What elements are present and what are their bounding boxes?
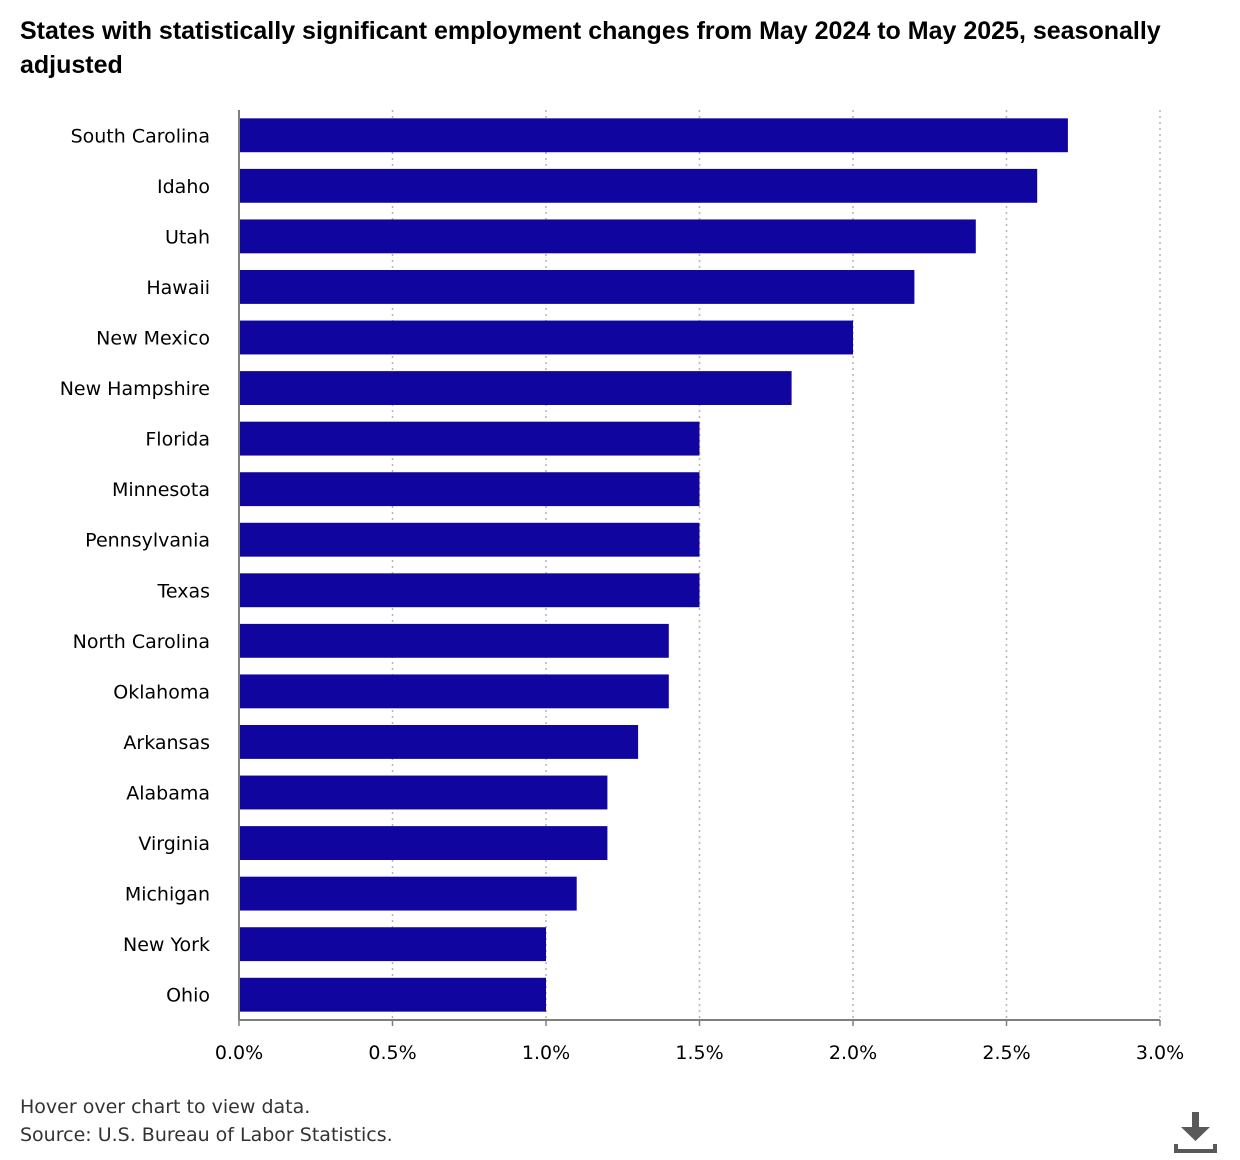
axes xyxy=(238,110,1161,1026)
x-tick-label: 1.0% xyxy=(522,1042,570,1064)
category-label: South Carolina xyxy=(71,125,210,147)
bar[interactable]: Minnesota: 1.5% xyxy=(239,472,700,507)
x-tick-labels: 0.0% 0.5% 1.0% 1.5% 2.0% 2.5% 3.0% xyxy=(215,1042,1184,1064)
bar[interactable]: Utah: 2.4% xyxy=(239,219,976,254)
category-label: Florida xyxy=(145,429,210,451)
download-icon xyxy=(1174,1112,1217,1153)
source-note: Source: U.S. Bureau of Labor Statistics. xyxy=(20,1124,393,1146)
category-labels: South Carolina Idaho Utah Hawaii New Mexico N… xyxy=(60,125,210,1006)
category-label: Oklahoma xyxy=(113,681,210,703)
x-tick-label: 2.5% xyxy=(982,1042,1030,1064)
bar[interactable]: South Carolina: 2.7% xyxy=(239,118,1068,153)
category-label: New Hampshire xyxy=(60,378,210,400)
bar[interactable]: Idaho: 2.6% xyxy=(239,168,1038,203)
download-button[interactable] xyxy=(1172,1110,1218,1156)
category-label: North Carolina xyxy=(73,631,210,653)
bar[interactable]: Pennsylvania: 1.5% xyxy=(239,522,700,557)
bar[interactable]: Ohio: 1.0% xyxy=(239,977,546,1012)
bar[interactable]: Arkansas: 1.3% xyxy=(239,725,639,759)
x-tick-label: 1.5% xyxy=(675,1042,723,1064)
bar[interactable]: Florida: 1.5% xyxy=(239,421,700,456)
category-label: New Mexico xyxy=(96,328,210,350)
category-label: Virginia xyxy=(138,833,210,855)
bar[interactable]: New York: 1.0% xyxy=(239,927,546,962)
category-label: Utah xyxy=(165,226,210,248)
bar[interactable]: Michigan: 1.1% xyxy=(239,876,577,911)
x-tick-label: 3.0% xyxy=(1136,1042,1184,1064)
bar[interactable]: Oklahoma: 1.4% xyxy=(239,674,669,709)
grid-lines xyxy=(391,110,1161,1020)
category-label: Hawaii xyxy=(146,277,210,299)
x-tick-label: 0.5% xyxy=(368,1042,416,1064)
category-label: Texas xyxy=(156,580,210,602)
bar[interactable]: Hawaii: 2.2% xyxy=(239,270,915,304)
chart-title: States with statistically significant em… xyxy=(20,17,1161,79)
bar[interactable]: Alabama: 1.2% xyxy=(239,775,608,810)
bar[interactable]: New Hampshire: 1.8% xyxy=(239,371,792,405)
category-label: Idaho xyxy=(157,176,210,198)
x-tick-label: 0.0% xyxy=(215,1042,263,1064)
category-label: Alabama xyxy=(126,783,210,805)
category-label: Ohio xyxy=(166,985,210,1007)
bar[interactable]: Virginia: 1.2% xyxy=(239,826,608,860)
category-label: Minnesota xyxy=(112,479,210,501)
category-label: Arkansas xyxy=(123,732,210,754)
bar[interactable]: Texas: 1.5% xyxy=(239,573,700,608)
x-tick-label: 2.0% xyxy=(829,1042,877,1064)
category-label: Michigan xyxy=(125,884,210,906)
category-label: New York xyxy=(123,934,210,956)
category-label: Pennsylvania xyxy=(85,530,210,552)
hover-instruction: Hover over chart to view data. xyxy=(20,1096,311,1118)
bar[interactable]: New Mexico: 2.0% xyxy=(239,320,853,355)
bar[interactable]: North Carolina: 1.4% xyxy=(239,623,669,658)
bars[interactable]: South Carolina: 2.7% Idaho: 2.6% Utah: 2.4… xyxy=(239,118,1068,1012)
bar-chart[interactable]: South Carolina: 2.7% Idaho: 2.6% Utah: 2.4… xyxy=(0,0,1240,1090)
